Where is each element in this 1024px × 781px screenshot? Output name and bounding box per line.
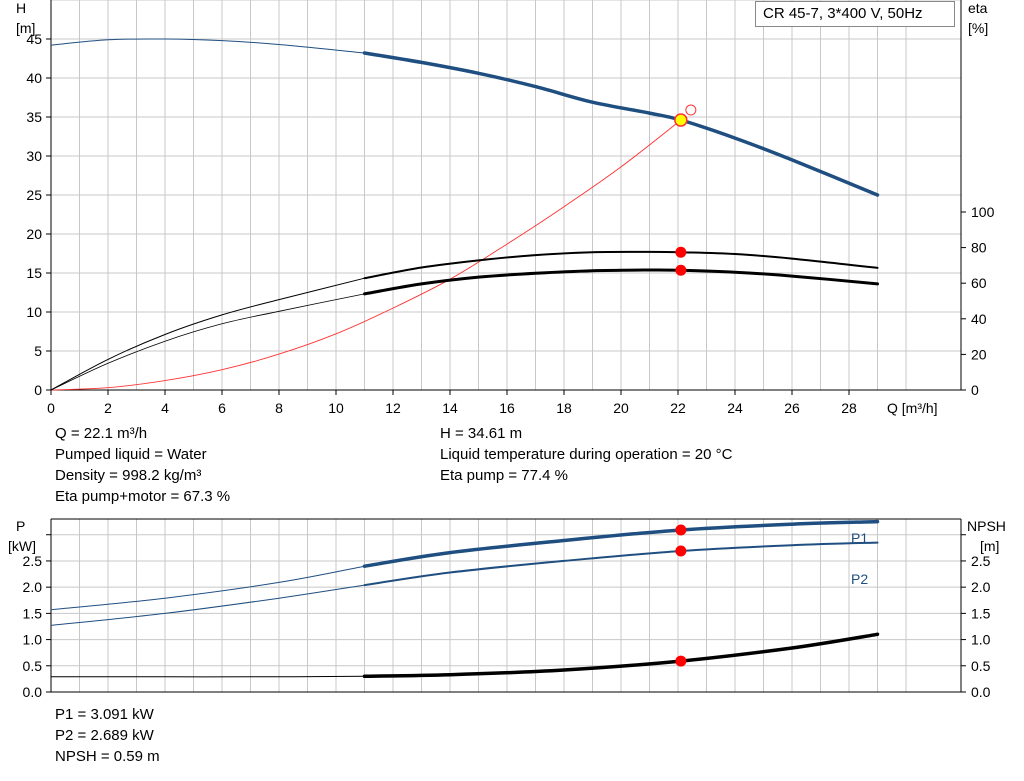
p1-series-label: P1: [851, 530, 868, 546]
system-curve: [50, 119, 682, 391]
p2-readout: P2 = 2.689 kW: [55, 727, 154, 744]
npsh-curve-thin: [51, 675, 365, 678]
y-right-tick-label: 20: [971, 346, 987, 362]
p2-curve-thin: [50, 584, 365, 626]
system-target-marker: [685, 104, 697, 116]
x-tick-label: 24: [727, 400, 743, 416]
eta-pump-marker: [675, 246, 687, 258]
top-chart-grid: [50, 0, 961, 391]
x-tick-label: 4: [161, 400, 169, 416]
bottom-chart-axes: 0.0 0.5 1.0 1.5 2.0 2.5 0.0 0.5 1.0 1.5 2.0 2.5: [23, 518, 991, 700]
y-left-tick-label: 20: [26, 226, 42, 242]
bottom-y-right-tick-label: 2.0: [971, 579, 991, 595]
bottom-y-right-tick-label: 1.5: [971, 605, 991, 621]
p1-readout: P1 = 3.091 kW: [55, 706, 154, 723]
bottom-y-left-tick-label: 1.0: [23, 632, 43, 648]
liquid-temperature-readout: Liquid temperature during operation = 20…: [440, 446, 733, 463]
bottom-y-left-tick-label: 0.5: [23, 658, 43, 674]
eta-total-curve-thin: [50, 293, 365, 391]
x-tick-label: 18: [556, 400, 572, 416]
y-left-tick-label: 25: [26, 187, 42, 203]
eta-total-marker: [675, 264, 687, 276]
top-y-left-label-line1: H: [16, 0, 26, 16]
p2-marker: [675, 545, 687, 557]
eta-pump-motor-readout: Eta pump+motor = 67.3 %: [55, 488, 231, 505]
y-left-tick-label: 30: [26, 148, 42, 164]
y-left-tick-label: 40: [26, 70, 42, 86]
bottom-y-left-label-line1: P: [16, 518, 25, 534]
x-tick-label: 22: [670, 400, 686, 416]
bottom-y-right-tick-label: 0.5: [971, 658, 991, 674]
flow-rate-readout: Q = 22.1 m³/h: [55, 425, 148, 442]
y-right-tick-label: 100: [971, 204, 995, 220]
x-tick-label: 28: [841, 400, 857, 416]
head-curve: [362, 51, 880, 197]
p2-curve: [363, 541, 879, 587]
y-left-tick-label: 0: [34, 382, 42, 398]
bottom-y-left-tick-label: 1.5: [23, 605, 43, 621]
bottom-y-right-label-line1: NPSH: [967, 518, 1006, 534]
top-chart-axes: 0 2 4 6 8 10 12 14 16 18 20 22 24 26 28051015202530354…: [26, 0, 995, 416]
bottom-y-right-tick-label: 1.0: [971, 632, 991, 648]
eta-pump-curve-thin: [50, 277, 365, 391]
info-bottom-block: P1 = 3.091 kW P2 = 2.689 kW NPSH = 0.59 …: [55, 704, 160, 767]
bottom-y-right-tick-label: 0.0: [971, 684, 991, 700]
top-y-right-label-line1: eta: [968, 0, 988, 16]
eta-pump-curve: [363, 250, 879, 280]
npsh-curve: [362, 632, 880, 679]
top-y-left-label-line2: [m]: [16, 20, 35, 36]
density-readout: Density = 998.2 kg/m³: [55, 467, 202, 484]
p1-curve: [362, 519, 880, 568]
y-left-tick-label: 15: [26, 265, 42, 281]
info-right-block: H = 34.61 m Liquid temperature during op…: [440, 423, 732, 486]
x-tick-label: 12: [385, 400, 401, 416]
y-left-tick-label: 35: [26, 109, 42, 125]
pump-model-box: CR 45-7, 3*400 V, 50Hz: [755, 1, 955, 27]
x-tick-label: 6: [218, 400, 226, 416]
top-chart-series: [50, 38, 880, 391]
bottom-chart-series: [50, 519, 880, 679]
p1-curve-thin: [50, 565, 365, 611]
y-left-tick-label: 5: [34, 343, 42, 359]
x-tick-label: 14: [442, 400, 458, 416]
bottom-y-left-tick-label: 0.0: [23, 684, 43, 700]
y-left-tick-label: 10: [26, 304, 42, 320]
eta-total-curve: [363, 268, 879, 296]
p1-marker: [675, 524, 687, 536]
npsh-readout: NPSH = 0.59 m: [55, 748, 160, 765]
x-tick-label: 26: [784, 400, 800, 416]
info-left-block: Q = 22.1 m³/h Pumped liquid = Water Dens…: [55, 423, 230, 507]
x-tick-label: 16: [499, 400, 515, 416]
npsh-marker: [675, 655, 687, 667]
head-readout: H = 34.61 m: [440, 425, 523, 442]
y-right-tick-label: 80: [971, 240, 987, 256]
bottom-y-left-label-line2: [kW]: [8, 538, 36, 554]
x-tick-label: 8: [275, 400, 283, 416]
y-right-tick-label: 40: [971, 311, 987, 327]
x-tick-label: 0: [47, 400, 55, 416]
head-curve-thin: [50, 38, 365, 54]
y-right-tick-label: 0: [971, 382, 979, 398]
x-tick-label: 20: [613, 400, 629, 416]
operating-point-marker: [674, 113, 688, 127]
x-axis-label: Q [m³/h]: [887, 400, 938, 416]
y-left-tick-label: 45: [26, 31, 42, 47]
eta-pump-readout: Eta pump = 77.4 %: [440, 467, 568, 484]
bottom-y-left-tick-label: 2.5: [23, 553, 43, 569]
bottom-y-left-tick-label: 2.0: [23, 579, 43, 595]
pumped-liquid-readout: Pumped liquid = Water: [55, 446, 207, 463]
x-tick-label: 10: [328, 400, 344, 416]
x-tick-label: 2: [104, 400, 112, 416]
bottom-y-right-tick-label: 2.5: [971, 553, 991, 569]
bottom-y-right-label-line2: [m]: [980, 538, 999, 554]
p2-series-label: P2: [851, 571, 868, 587]
y-right-tick-label: 60: [971, 275, 987, 291]
top-y-right-label-line2: [%]: [968, 20, 988, 36]
